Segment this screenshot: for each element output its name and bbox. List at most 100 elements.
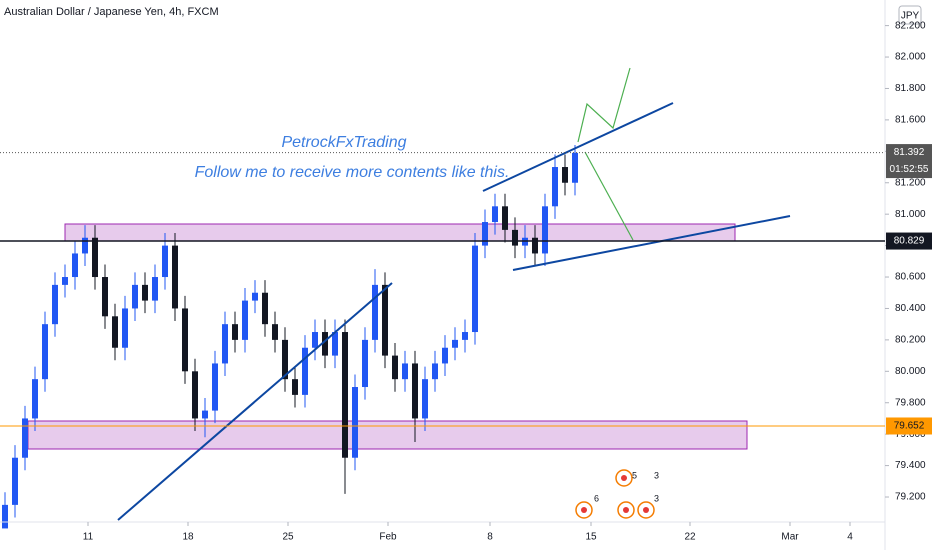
channel-top <box>482 102 674 192</box>
candle-body <box>542 206 548 254</box>
candle-body <box>242 300 248 340</box>
candle-body <box>572 152 578 183</box>
candle-body <box>312 332 318 348</box>
candle-body <box>52 284 58 325</box>
y-tick-label: 81.000 <box>895 209 926 220</box>
candle-body <box>532 237 538 254</box>
y-tick-label: 79.400 <box>895 460 926 471</box>
currency-box[interactable] <box>898 5 922 25</box>
candle-body <box>392 355 398 380</box>
candle-body <box>302 347 308 395</box>
candle-body <box>12 457 18 505</box>
event-badge-dot <box>643 507 649 513</box>
x-tick-label: 11 <box>83 532 94 543</box>
annotation: Follow me to receive more contents like … <box>195 164 510 181</box>
bear-path <box>584 151 634 241</box>
annotation: PetrockFxTrading <box>281 134 406 151</box>
candle-body <box>82 237 88 254</box>
candle-body <box>252 292 258 301</box>
price-label: 79.652 <box>894 421 925 432</box>
candle-body <box>22 418 28 458</box>
event-count: 3 <box>654 493 659 503</box>
y-tick-label: 79.800 <box>895 397 926 408</box>
candle-body <box>42 324 48 380</box>
candle-body <box>482 222 488 246</box>
y-tick-label: 80.600 <box>895 272 926 283</box>
candle-body <box>2 504 8 529</box>
candle-body <box>92 237 98 278</box>
x-tick-label: 15 <box>585 532 597 543</box>
candle-body <box>472 245 478 333</box>
candle-body <box>552 167 558 207</box>
candle-body <box>62 277 68 285</box>
y-tick-label: 80.000 <box>895 366 926 377</box>
candle-body <box>232 324 238 340</box>
candle-body <box>422 379 428 419</box>
y-tick-label: 81.600 <box>895 115 926 126</box>
candle-body <box>332 332 338 356</box>
x-tick-label: 22 <box>684 532 696 543</box>
candle-body <box>162 245 168 278</box>
candle-body <box>342 332 348 458</box>
candle-body <box>412 363 418 419</box>
price-label: 80.829 <box>894 236 925 247</box>
candle-body <box>502 206 508 230</box>
candle-body <box>452 339 458 348</box>
y-tick-label: 82.000 <box>895 52 926 63</box>
bull-path <box>577 67 631 143</box>
candle-body <box>222 324 228 364</box>
x-tick-label: 8 <box>487 532 493 543</box>
candle-body <box>122 308 128 348</box>
x-tick-label: Mar <box>781 532 799 543</box>
y-tick-label: 80.400 <box>895 303 926 314</box>
candle-body <box>382 284 388 356</box>
trend-line <box>117 282 393 521</box>
candle-body <box>492 206 498 223</box>
candle-body <box>432 363 438 380</box>
event-count: 6 <box>594 493 599 503</box>
price-label-box <box>886 144 932 179</box>
candle-body <box>142 284 148 301</box>
support-zone <box>27 420 748 450</box>
chart-title: Australian Dollar / Japanese Yen, 4h, FX… <box>4 6 219 18</box>
candle-body <box>212 363 218 411</box>
candle-body <box>442 347 448 364</box>
channel-bottom <box>512 215 791 271</box>
event-badge-dot <box>621 475 627 481</box>
candle-body <box>292 379 298 395</box>
candle-body <box>372 284 378 340</box>
candle-body <box>182 308 188 372</box>
candle-body <box>132 284 138 309</box>
y-tick-label: 81.800 <box>895 83 926 94</box>
event-badge-dot <box>623 507 629 513</box>
x-tick-label: 4 <box>847 532 853 543</box>
candle-body <box>322 332 328 356</box>
y-tick-label: 82.200 <box>895 20 926 31</box>
candle-body <box>172 245 178 309</box>
candle-body <box>352 387 358 458</box>
candle-body <box>102 277 108 317</box>
candle-body <box>362 339 368 388</box>
candle-body <box>282 339 288 380</box>
y-tick-label: 80.200 <box>895 335 926 346</box>
currency: JPY <box>901 11 920 22</box>
event-badge-dot <box>581 507 587 513</box>
candle-body <box>152 277 158 301</box>
candle-body <box>462 332 468 340</box>
y-tick-label: 81.200 <box>895 177 926 188</box>
candle-body <box>562 167 568 183</box>
countdown: 01:52:55 <box>890 164 929 175</box>
candle-body <box>512 229 518 246</box>
event-count: 5 <box>632 470 637 480</box>
y-tick-label: 79.200 <box>895 492 926 503</box>
candle-body <box>72 253 78 278</box>
x-tick-label: Feb <box>379 532 397 543</box>
candle-body <box>192 371 198 419</box>
candle-body <box>202 410 208 419</box>
candle-body <box>32 379 38 419</box>
price-label-box <box>886 417 932 435</box>
x-tick-label: 18 <box>182 532 194 543</box>
x-tick-label: 25 <box>282 532 294 543</box>
